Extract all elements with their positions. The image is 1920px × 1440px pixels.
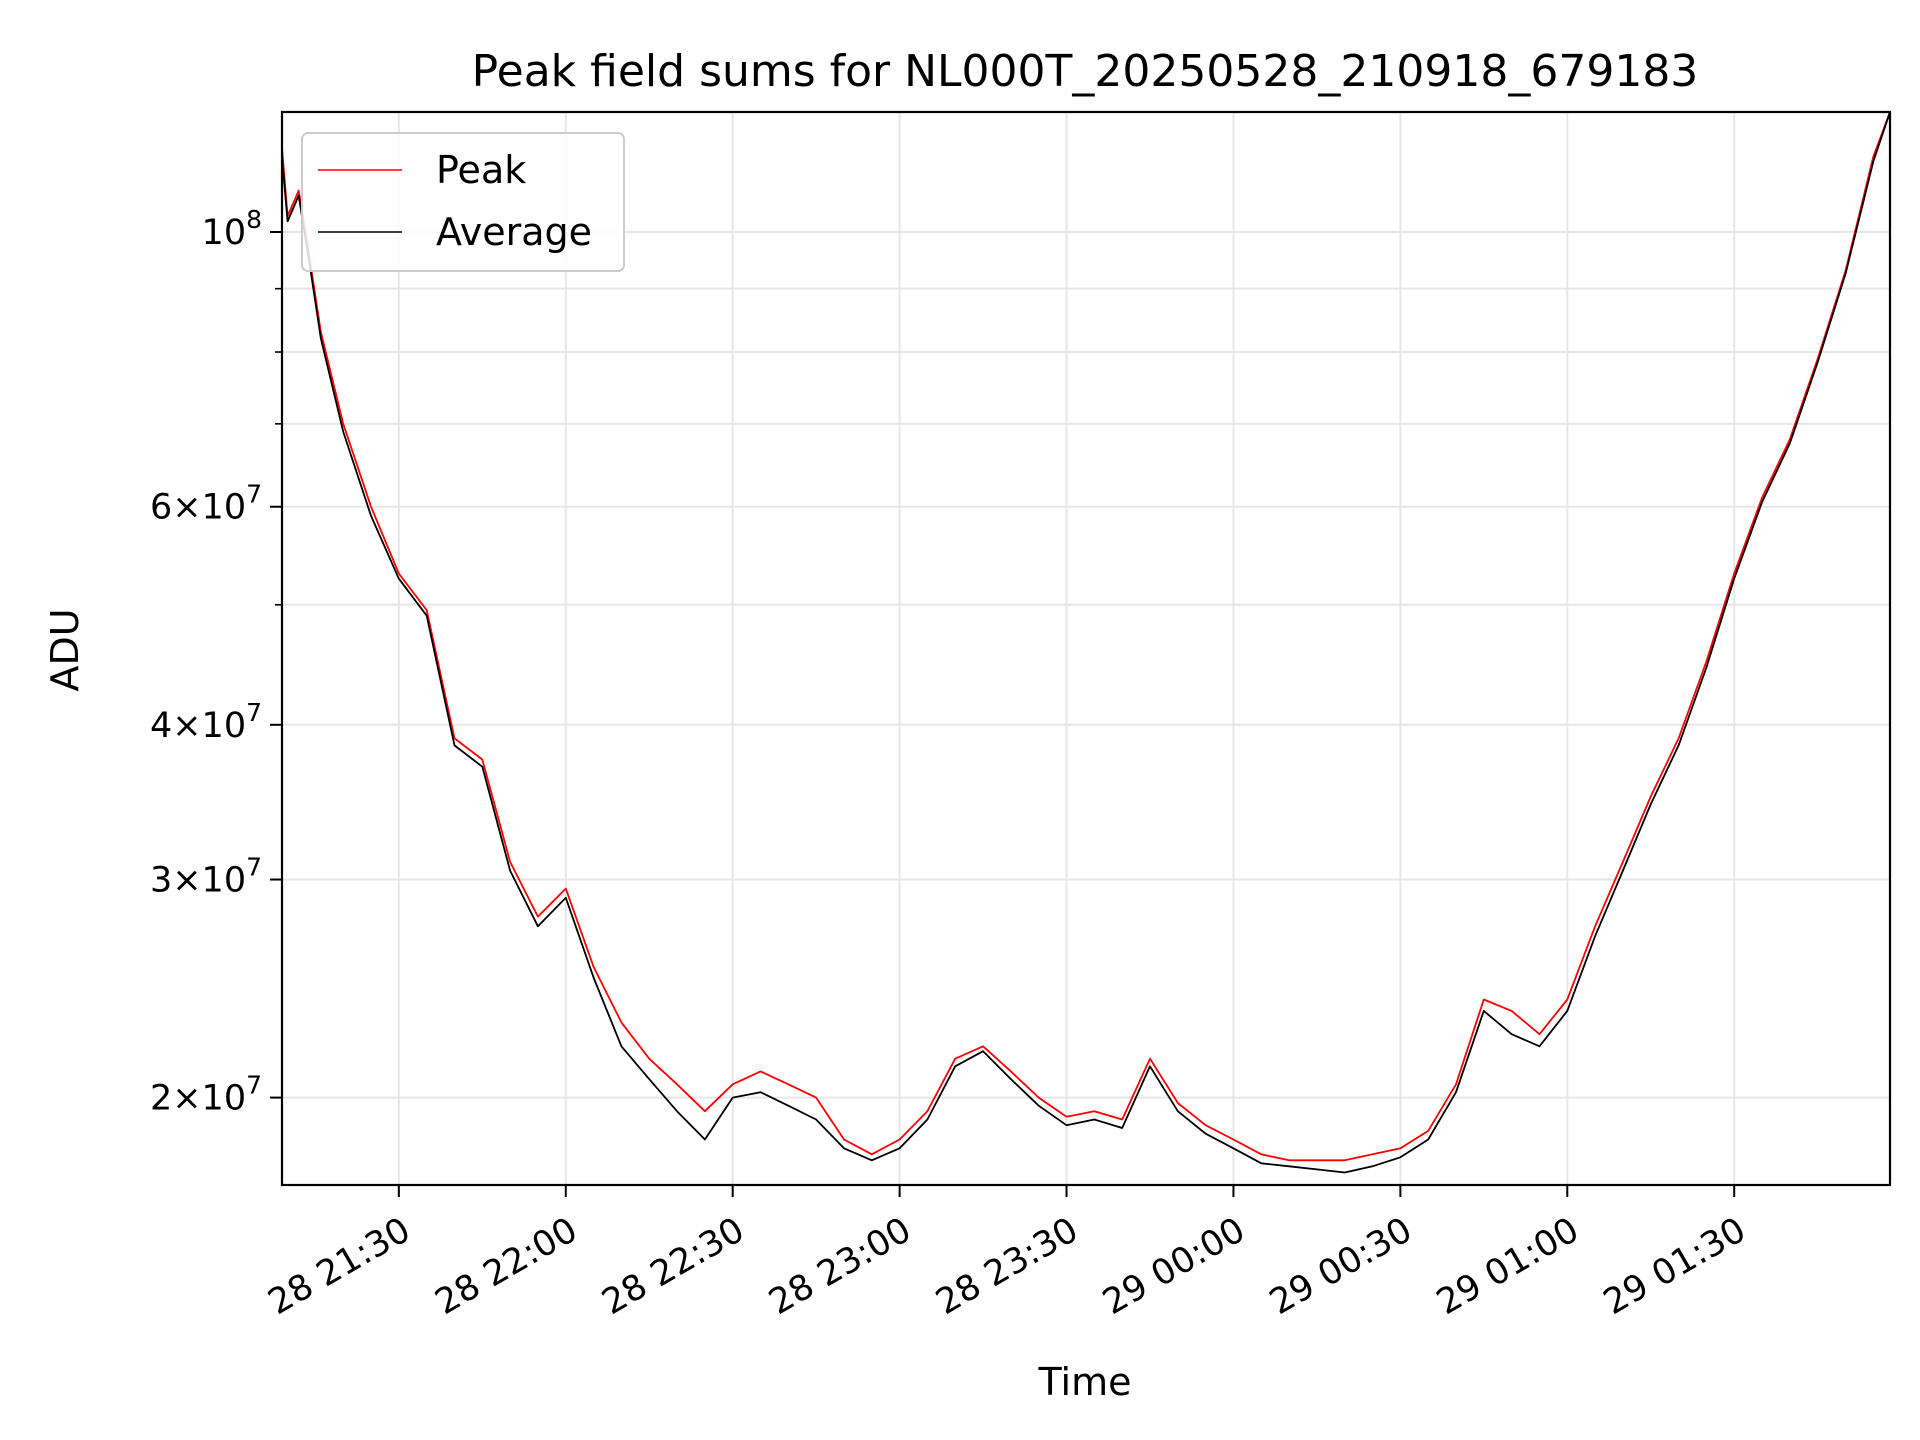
- series-line-peak: [281, 111, 1891, 1162]
- x-axis-label: Time: [1038, 1360, 1132, 1404]
- series-line-average: [281, 111, 1891, 1174]
- grid: [282, 112, 1890, 1185]
- legend: Peak Average: [301, 132, 625, 272]
- y-tick-label: 6×107: [150, 480, 262, 528]
- chart-title: Peak field sums for NL000T_20250528_2109…: [472, 46, 1699, 97]
- series-layer: [281, 111, 1891, 1174]
- plot-frame: [280, 110, 1892, 1187]
- legend-average-label: Average: [436, 210, 592, 254]
- legend-box: [301, 132, 625, 272]
- y-tick-label: 3×107: [150, 853, 262, 901]
- y-tick-label: 4×107: [150, 698, 262, 746]
- y-tick-label: 2×107: [150, 1071, 262, 1119]
- legend-peak-label: Peak: [436, 148, 526, 192]
- y-axis-label: ADU: [43, 608, 87, 691]
